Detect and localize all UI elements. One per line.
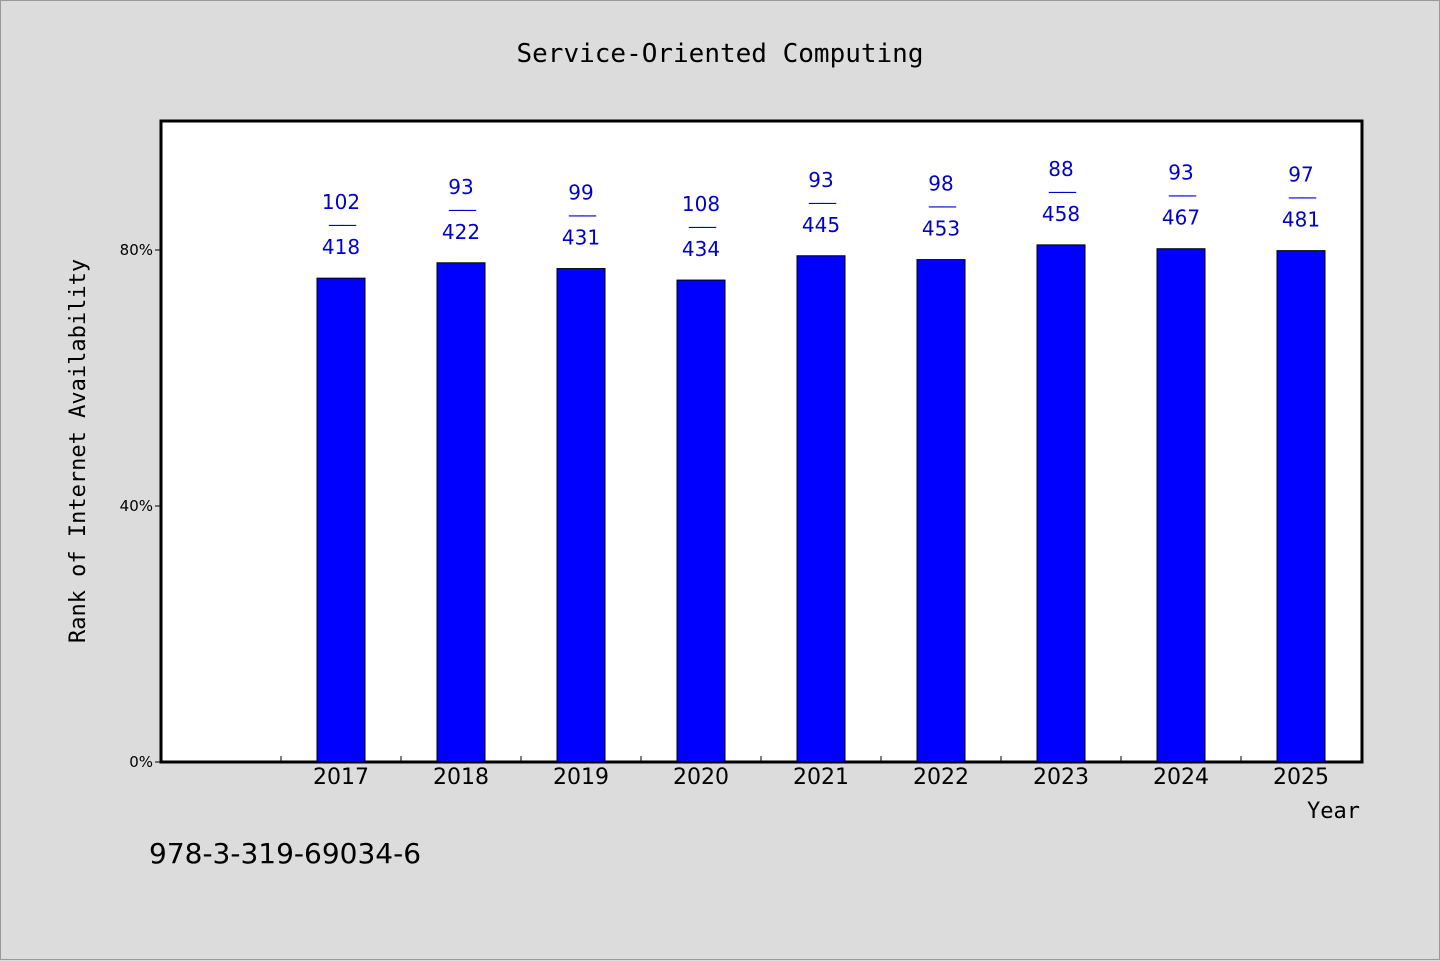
data-label-top: 93: [1168, 161, 1193, 185]
data-label-bottom: 445: [802, 213, 840, 237]
x-tick-label: 2023: [1033, 765, 1089, 790]
data-label-top: 88: [1048, 157, 1073, 181]
data-labels: 102——41893——42299——431108——43493——44598—…: [322, 157, 1320, 261]
data-label-top: 93: [448, 175, 473, 199]
data-label-sep: ——: [448, 200, 477, 219]
bar-2018: [436, 262, 486, 763]
x-tick-label: 2025: [1273, 765, 1329, 790]
y-tick-label: 80%: [120, 241, 153, 259]
data-label-sep: ——: [688, 217, 717, 236]
data-label-sep: ——: [1168, 186, 1197, 205]
x-tick-label: 2024: [1153, 765, 1209, 790]
x-tick-label: 2019: [553, 765, 609, 790]
bar-2024: [1156, 248, 1206, 763]
bar-series: [316, 244, 1326, 763]
x-tick-label: 2020: [673, 765, 729, 790]
data-label-top: 102: [322, 190, 360, 214]
bar-2023: [1036, 244, 1086, 763]
data-label-bottom: 422: [442, 220, 480, 244]
isbn-footer: 978-3-319-69034-6: [149, 837, 421, 870]
chart-title: Service-Oriented Computing: [517, 39, 924, 69]
bar-2021: [796, 255, 846, 763]
data-label-bottom: 453: [922, 217, 960, 241]
data-label-bottom: 458: [1042, 202, 1080, 226]
data-label-top: 98: [928, 172, 953, 196]
x-tick-label: 2017: [313, 765, 369, 790]
bar-2020: [676, 279, 726, 763]
data-label-sep: ——: [328, 215, 357, 234]
data-label-sep: ——: [1048, 182, 1077, 201]
bar-2017: [316, 277, 366, 763]
x-axis-ticks: 2017 2018 2019 2020 2021 2022 2023 2024 2025: [280, 756, 1362, 790]
x-tick-label: 2022: [913, 765, 969, 790]
bar-2022: [916, 259, 966, 763]
data-label-top: 93: [808, 168, 833, 192]
data-label-bottom: 467: [1162, 206, 1200, 230]
bar-2019: [556, 268, 606, 763]
data-label-top: 108: [682, 192, 720, 216]
data-label-sep: ——: [808, 193, 837, 212]
x-tick-label: 2021: [793, 765, 849, 790]
data-label-bottom: 418: [322, 235, 360, 259]
data-label-bottom: 434: [682, 237, 720, 261]
bar-2025: [1276, 250, 1326, 763]
y-tick-label: 40%: [120, 497, 153, 515]
x-tick-label: 2018: [433, 765, 489, 790]
data-label-sep: ——: [1288, 188, 1317, 207]
data-label-sep: ——: [568, 206, 597, 225]
y-axis-label: Rank of Internet Availability: [66, 259, 91, 643]
data-label-sep: ——: [928, 197, 957, 216]
y-axis-ticks: 0% 40% 80%: [120, 241, 161, 771]
x-axis-label: Year: [1307, 799, 1360, 824]
data-label-top: 99: [568, 181, 593, 205]
data-label-bottom: 431: [562, 226, 600, 250]
data-label-bottom: 481: [1282, 208, 1320, 232]
data-label-top: 97: [1288, 163, 1313, 187]
y-tick-label: 0%: [129, 753, 153, 771]
